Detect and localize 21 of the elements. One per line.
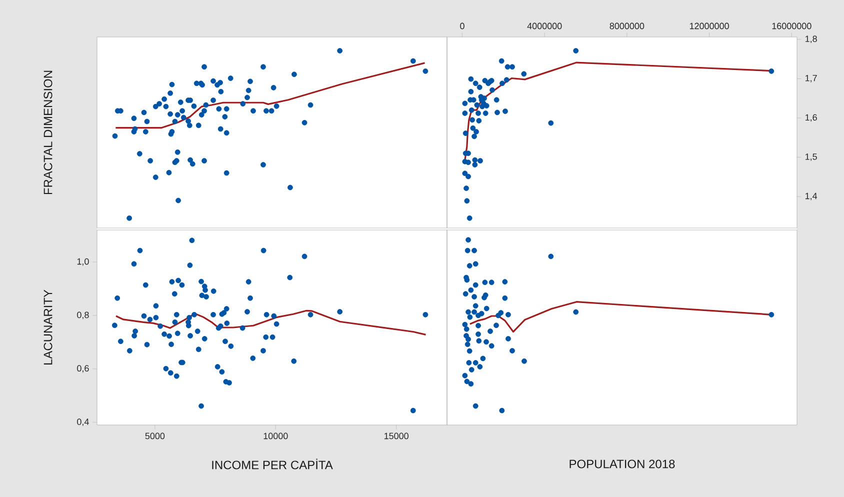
y-tick-label: 1,0 xyxy=(77,258,89,266)
y-tick-label: 1,8 xyxy=(805,36,817,44)
y-tick-label: 0,6 xyxy=(77,365,89,373)
x-axis-title: POPULATION 2018 xyxy=(570,460,675,468)
y-tick-label: 0,8 xyxy=(77,312,89,320)
y-tick-label: 1,5 xyxy=(805,154,817,161)
x-tick-label: 8000000 xyxy=(610,22,644,30)
y-tick-label: 0,4 xyxy=(77,418,89,426)
x-tick-label: 4000000 xyxy=(527,22,562,30)
y-axis-title: LACUNARITY xyxy=(44,290,52,365)
x-tick-label: 12000000 xyxy=(690,22,729,30)
y-tick-label: 1,4 xyxy=(805,192,818,200)
x-tick-label: 16000000 xyxy=(772,22,812,30)
y-axis-title: FRACTAL DIMENSION xyxy=(44,70,52,194)
x-tick-label: 15000 xyxy=(384,432,408,440)
x-axis-title: INCOME PER CAPİTA xyxy=(212,458,333,470)
y-tick-label: 1,7 xyxy=(805,74,817,82)
y-tick-label: 1,6 xyxy=(805,114,817,122)
x-tick-label: 10000 xyxy=(264,432,288,440)
x-tick-label: 5000 xyxy=(145,432,165,440)
x-tick-label: 0 xyxy=(460,22,464,30)
